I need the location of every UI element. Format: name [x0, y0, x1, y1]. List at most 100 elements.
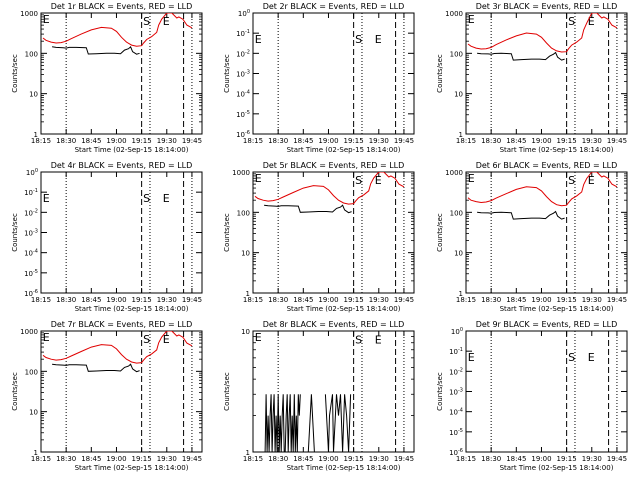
x-axis-label: Start Time (02-Sep-15 18:14:00): [75, 146, 189, 154]
events-series-line: [264, 204, 352, 214]
marker-e: E: [468, 13, 475, 26]
y-tick-label: 1: [459, 131, 463, 139]
plot-frame: [40, 171, 203, 294]
y-tick-label: 10: [454, 250, 463, 258]
chart-title: Det 9r BLACK = Events, RED = LLD: [476, 320, 618, 329]
x-tick-label: 18:15: [456, 137, 476, 145]
x-tick-label: 18:30: [481, 137, 501, 145]
y-tick-label: 10-2: [236, 49, 250, 58]
chart-panel-3: Det 3r BLACK = Events, RED = LLD 1 10 100 10…: [436, 2, 628, 154]
x-tick-label: 19:15: [557, 455, 577, 463]
x-tick-label: 19:45: [182, 137, 202, 145]
y-tick-label: 1: [459, 290, 463, 298]
lld-series-line: [254, 172, 405, 205]
marker-e: E: [468, 172, 475, 185]
y-tick-exponent: 0: [247, 9, 250, 15]
lld-series-line: [467, 13, 618, 53]
y-axis-label: Counts/sec: [436, 54, 444, 93]
y-tick-exponent: -6: [33, 289, 38, 295]
x-tick-label: 19:45: [182, 455, 202, 463]
y-axis-label: Counts/sec: [436, 213, 444, 252]
marker-e: E: [255, 33, 262, 46]
x-tick-label: 18:30: [481, 296, 501, 304]
y-tick-label: 100: [237, 209, 250, 217]
y-tick-label: 10-4: [449, 408, 463, 417]
chart-title: Det 5r BLACK = Events, RED = LLD: [263, 161, 405, 170]
x-tick-label: 19:30: [157, 455, 177, 463]
x-tick-label: 18:45: [293, 296, 313, 304]
y-tick-label: 100: [451, 327, 463, 336]
lld-series-line: [42, 331, 193, 364]
x-tick-label: 18:15: [456, 455, 476, 463]
y-tick-label: 1000: [445, 10, 463, 18]
x-axis-label: Start Time (02-Sep-15 18:14:00): [500, 146, 614, 154]
marker-s: S: [568, 174, 575, 187]
x-tick-label: 19:15: [132, 296, 152, 304]
x-axis-label: Start Time (02-Sep-15 18:14:00): [287, 146, 401, 154]
chart-title: Det 8r BLACK = Events, RED = LLD: [263, 320, 405, 329]
plot-frame: [40, 330, 203, 453]
y-tick-label: 100: [450, 50, 463, 58]
x-tick-label: 18:15: [31, 455, 51, 463]
y-tick-label: 1: [246, 449, 250, 457]
y-tick-exponent: -6: [245, 130, 250, 136]
x-tick-label: 18:45: [506, 296, 526, 304]
x-tick-label: 19:00: [531, 455, 551, 463]
marker-e: E: [588, 351, 595, 364]
y-tick-exponent: -3: [33, 229, 38, 235]
y-tick-label: 10: [241, 328, 250, 336]
x-tick-label: 18:15: [31, 296, 51, 304]
marker-s: S: [143, 15, 150, 28]
x-tick-label: 18:15: [456, 296, 476, 304]
marker-e: E: [163, 192, 170, 205]
chart-title: Det 7r BLACK = Events, RED = LLD: [51, 320, 193, 329]
x-tick-label: 18:30: [56, 137, 76, 145]
marker-e: E: [468, 351, 475, 364]
x-tick-label: 19:00: [318, 137, 338, 145]
events-series-line: [477, 51, 565, 61]
marker-e: E: [375, 334, 382, 347]
x-tick-label: 18:15: [243, 296, 263, 304]
y-tick-label: 10-3: [236, 70, 250, 79]
y-tick-label: 10-6: [449, 448, 463, 457]
x-tick-label: 19:15: [557, 296, 577, 304]
y-tick-label: 10: [29, 409, 38, 417]
y-tick-exponent: -1: [458, 347, 463, 353]
y-axis-label: Counts/sec: [223, 213, 231, 252]
x-tick-label: 19:15: [557, 137, 577, 145]
x-tick-label: 19:30: [582, 137, 602, 145]
chart-panel-5: Det 5r BLACK = Events, RED = LLD 1 10 100 10…: [223, 161, 415, 313]
chart-panel-2: Det 2r BLACK = Events, RED = LLD 100 10-1 1…: [223, 2, 415, 154]
chart-panel-4: Det 4r BLACK = Events, RED = LLD 100 10-1 1…: [11, 161, 203, 313]
x-tick-label: 19:30: [582, 455, 602, 463]
x-tick-label: 19:45: [394, 455, 414, 463]
marker-s: S: [355, 33, 362, 46]
x-tick-label: 19:30: [369, 296, 389, 304]
y-tick-label: 10-3: [24, 229, 38, 238]
plot-frame: [465, 171, 628, 294]
y-tick-label: 10-5: [24, 269, 38, 278]
y-tick-label: 100: [26, 168, 38, 177]
y-tick-label: 10: [241, 250, 250, 258]
y-tick-label: 100: [238, 9, 250, 18]
marker-s: S: [568, 15, 575, 28]
x-tick-label: 18:45: [293, 455, 313, 463]
y-tick-exponent: -4: [245, 90, 250, 96]
x-tick-label: 19:45: [182, 296, 202, 304]
y-axis-label: Counts/sec: [11, 54, 19, 93]
chart-panel-9: Det 9r BLACK = Events, RED = LLD 100 10-1 1…: [436, 320, 628, 472]
x-tick-label: 18:45: [81, 455, 101, 463]
x-tick-label: 19:30: [157, 296, 177, 304]
lld-series-line: [42, 13, 193, 47]
x-tick-label: 19:00: [106, 137, 126, 145]
x-tick-label: 19:15: [344, 137, 364, 145]
chart-panel-6: Det 6r BLACK = Events, RED = LLD 1 10 100 10…: [436, 161, 628, 313]
y-tick-label: 10-5: [236, 110, 250, 119]
y-tick-exponent: -6: [458, 448, 463, 454]
y-tick-label: 10-3: [449, 388, 463, 397]
chart-panel-1: Det 1r BLACK = Events, RED = LLD 1 10 100 10…: [11, 2, 203, 154]
chart-panel-8: Det 8r BLACK = Events, RED = LLD 1 10 18:15…: [223, 320, 415, 472]
y-axis-label: Counts/sec: [11, 372, 19, 411]
x-tick-label: 19:45: [607, 137, 627, 145]
